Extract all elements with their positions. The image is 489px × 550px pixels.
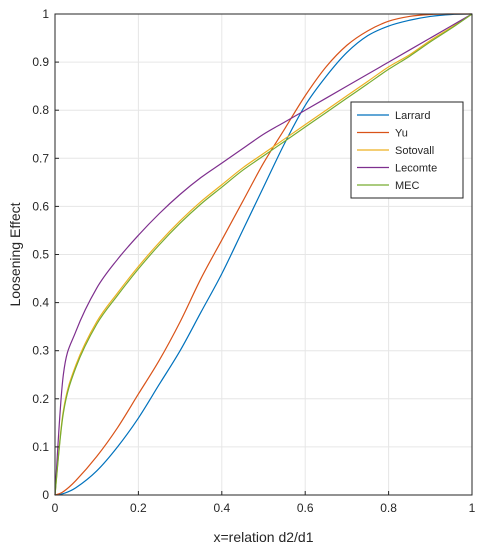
legend-label: MEC <box>395 180 420 192</box>
x-tick-label: 0.4 <box>213 501 230 515</box>
y-tick-label: 0 <box>42 488 49 502</box>
x-tick-label: 1 <box>469 501 476 515</box>
x-tick-label: 0.2 <box>130 501 147 515</box>
y-axis-label: Loosening Effect <box>7 202 23 306</box>
series-lines <box>54 13 473 496</box>
legend-label: Yu <box>395 128 408 140</box>
y-tick-label: 0.9 <box>32 55 49 69</box>
legend-label: Lecomte <box>395 163 437 175</box>
series-line-sotovall <box>54 13 473 496</box>
y-tick-label: 0.8 <box>32 103 49 117</box>
x-tick-label: 0 <box>52 501 59 515</box>
series-line-mec <box>54 13 473 496</box>
y-tick-label: 0.7 <box>32 151 49 165</box>
y-tick-label: 0.5 <box>32 248 49 262</box>
y-tick-label: 0.1 <box>32 440 49 454</box>
legend-label: Larrard <box>395 110 430 122</box>
axis-ticks: 0 0.2 0.4 0.6 0.8 1 0 0.1 0.2 0.3 0.4 0.5 0.6 0.7 0.8 0… <box>32 7 475 515</box>
y-tick-label: 1 <box>42 7 49 21</box>
y-tick-label: 0.3 <box>32 344 49 358</box>
y-tick-label: 0.4 <box>32 296 49 310</box>
legend-label: Sotovall <box>395 145 434 157</box>
y-tick-label: 0.6 <box>32 199 49 213</box>
y-tick-label: 0.2 <box>32 392 49 406</box>
x-tick-label: 0.6 <box>297 501 314 515</box>
series-line-larrard <box>54 13 473 496</box>
x-axis-label: x=relation d2/d1 <box>213 529 313 545</box>
series-line-yu <box>54 13 473 496</box>
legend: Larrard Yu Sotovall Lecomte MEC <box>350 101 464 199</box>
series-line-lecomte <box>54 13 473 496</box>
x-tick-label: 0.8 <box>380 501 397 515</box>
